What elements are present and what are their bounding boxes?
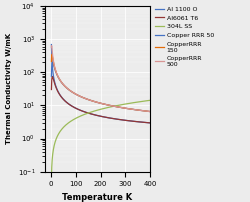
CopperRRR
150	[136, 109, 139, 111]
Copper RRR 50	[136, 109, 139, 111]
Line: CopperRRR
150: CopperRRR 150	[52, 54, 150, 112]
CopperRRR
150	[61, 83, 64, 85]
CopperRRR
500	[61, 83, 64, 85]
Al 1100 O	[92, 113, 95, 116]
304L SS	[148, 99, 152, 102]
Al6061 T6	[148, 122, 152, 124]
304L SS	[136, 101, 139, 103]
Al 1100 O	[146, 122, 150, 124]
CopperRRR
500	[88, 99, 91, 101]
Al6061 T6	[51, 75, 54, 78]
Y-axis label: Thermal Conductivity W/mK: Thermal Conductivity W/mK	[6, 33, 12, 144]
Al 1100 O	[148, 122, 152, 124]
Copper RRR 50	[92, 100, 95, 102]
Legend: Al 1100 O, Al6061 T6, 304L SS, Copper RRR 50, CopperRRR
150, CopperRRR
500: Al 1100 O, Al6061 T6, 304L SS, Copper RR…	[154, 6, 214, 67]
CopperRRR
500	[146, 110, 150, 113]
304L SS	[61, 127, 64, 129]
Al 1100 O	[136, 120, 139, 123]
Al6061 T6	[50, 88, 53, 91]
Al 1100 O	[50, 43, 53, 46]
Copper RRR 50	[88, 99, 91, 101]
Al6061 T6	[88, 112, 91, 115]
Copper RRR 50	[51, 61, 54, 63]
Al6061 T6	[136, 121, 139, 123]
CopperRRR
500	[50, 46, 53, 48]
304L SS	[50, 177, 53, 179]
Copper RRR 50	[146, 110, 150, 113]
CopperRRR
150	[92, 100, 95, 102]
Al6061 T6	[146, 122, 150, 124]
Copper RRR 50	[148, 110, 152, 113]
304L SS	[67, 122, 70, 124]
CopperRRR
150	[148, 110, 152, 113]
304L SS	[88, 112, 91, 114]
CopperRRR
500	[136, 109, 139, 111]
CopperRRR
500	[50, 44, 53, 47]
CopperRRR
150	[50, 60, 53, 63]
CopperRRR
500	[92, 100, 95, 102]
Line: Al6061 T6: Al6061 T6	[52, 77, 150, 123]
Al 1100 O	[61, 97, 64, 100]
304L SS	[92, 110, 95, 113]
Line: Copper RRR 50: Copper RRR 50	[52, 62, 150, 112]
Al 1100 O	[67, 103, 70, 105]
Al6061 T6	[67, 103, 70, 105]
Copper RRR 50	[61, 83, 64, 85]
Al6061 T6	[61, 97, 64, 100]
CopperRRR
150	[67, 88, 70, 91]
Copper RRR 50	[50, 75, 53, 78]
X-axis label: Temperature K: Temperature K	[62, 193, 132, 202]
Al6061 T6	[92, 113, 95, 116]
Line: CopperRRR
500: CopperRRR 500	[52, 46, 150, 112]
304L SS	[146, 99, 150, 102]
Line: 304L SS: 304L SS	[52, 100, 150, 178]
CopperRRR
500	[148, 110, 152, 113]
CopperRRR
150	[50, 53, 53, 56]
CopperRRR
150	[88, 99, 91, 101]
CopperRRR
500	[67, 88, 70, 91]
Copper RRR 50	[67, 88, 70, 91]
CopperRRR
150	[146, 110, 150, 113]
Line: Al 1100 O: Al 1100 O	[52, 45, 150, 123]
Al 1100 O	[88, 112, 91, 115]
